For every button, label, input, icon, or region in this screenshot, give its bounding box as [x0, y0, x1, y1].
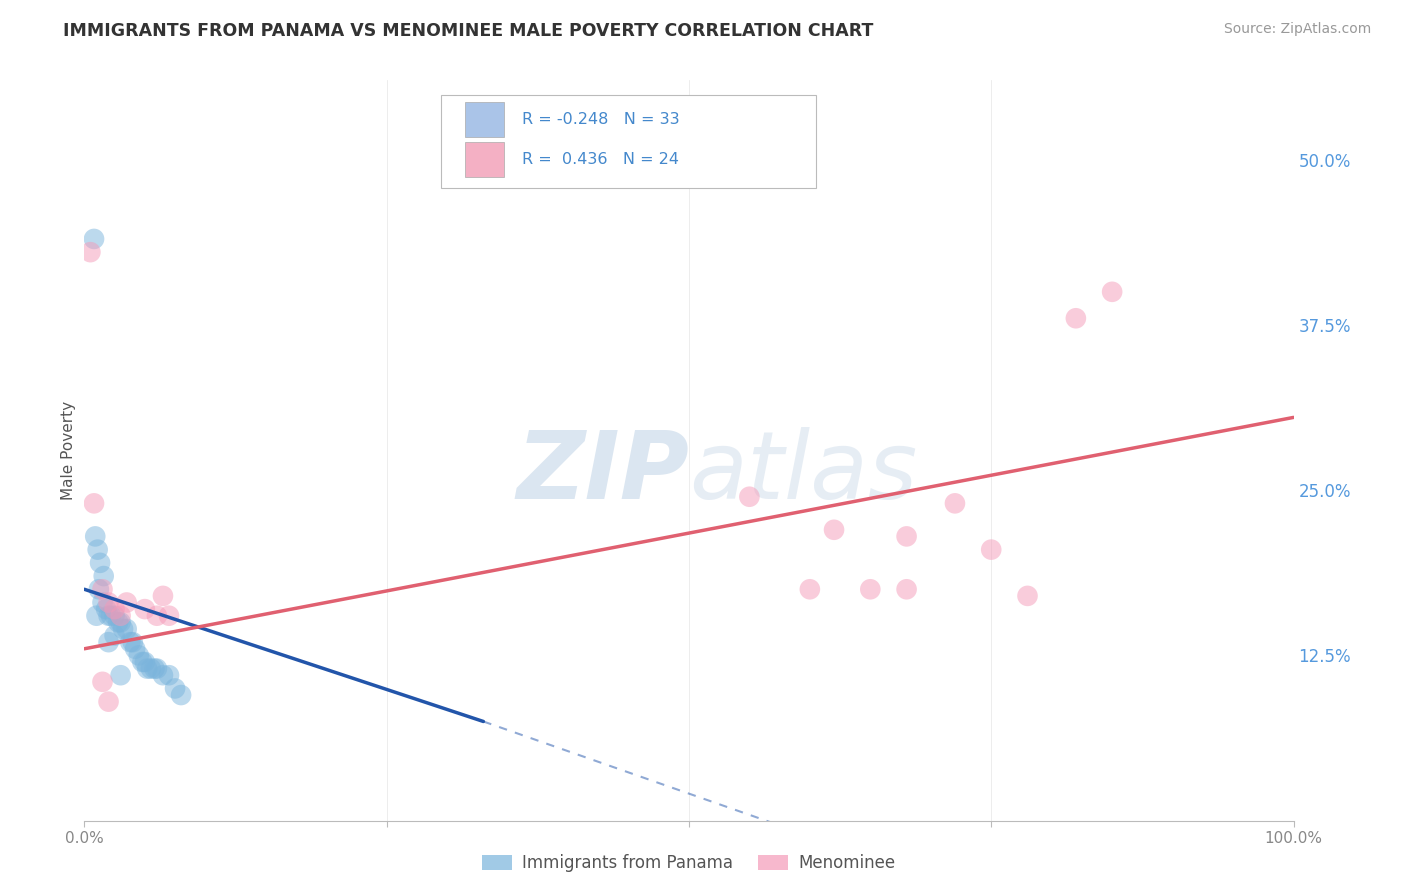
Point — [152, 589, 174, 603]
Point — [823, 523, 845, 537]
Point — [97, 595, 120, 609]
Point — [152, 668, 174, 682]
Point — [1017, 589, 1039, 603]
Point — [980, 542, 1002, 557]
Text: Source: ZipAtlas.com: Source: ZipAtlas.com — [1223, 22, 1371, 37]
Point — [104, 608, 127, 623]
Point — [157, 608, 180, 623]
Point — [120, 635, 142, 649]
Point — [97, 635, 120, 649]
Point — [1101, 285, 1123, 299]
Text: atlas: atlas — [689, 427, 917, 518]
Point — [859, 582, 882, 597]
Point — [84, 529, 107, 543]
Point — [83, 496, 105, 510]
Point — [110, 608, 132, 623]
Point — [136, 662, 159, 676]
Point — [1064, 311, 1087, 326]
Point — [146, 662, 169, 676]
Text: IMMIGRANTS FROM PANAMA VS MENOMINEE MALE POVERTY CORRELATION CHART: IMMIGRANTS FROM PANAMA VS MENOMINEE MALE… — [63, 22, 873, 40]
Point — [121, 635, 143, 649]
Point — [165, 681, 187, 696]
Point — [738, 490, 761, 504]
Point — [79, 245, 101, 260]
Point — [91, 674, 114, 689]
Point — [943, 496, 966, 510]
Point — [799, 582, 821, 597]
Point — [157, 668, 180, 682]
Point — [89, 556, 111, 570]
Legend: Immigrants from Panama, Menominee: Immigrants from Panama, Menominee — [475, 847, 903, 879]
Point — [97, 695, 120, 709]
Point — [112, 622, 135, 636]
Point — [104, 602, 127, 616]
Point — [134, 602, 156, 616]
Point — [146, 608, 169, 623]
Point — [86, 608, 108, 623]
Point — [104, 628, 127, 642]
Point — [93, 569, 115, 583]
Point — [110, 615, 132, 630]
Point — [91, 582, 114, 597]
FancyBboxPatch shape — [465, 142, 503, 178]
Point — [128, 648, 150, 663]
FancyBboxPatch shape — [465, 102, 503, 137]
Point — [107, 615, 129, 630]
Point — [87, 582, 110, 597]
Point — [100, 608, 122, 623]
Point — [115, 622, 138, 636]
Text: R = -0.248   N = 33: R = -0.248 N = 33 — [522, 112, 679, 127]
FancyBboxPatch shape — [441, 95, 815, 187]
Point — [110, 668, 132, 682]
Point — [115, 595, 138, 609]
Text: ZIP: ZIP — [516, 426, 689, 518]
Y-axis label: Male Poverty: Male Poverty — [60, 401, 76, 500]
Point — [94, 602, 117, 616]
Point — [83, 232, 105, 246]
Point — [86, 542, 108, 557]
Point — [134, 655, 156, 669]
Text: R =  0.436   N = 24: R = 0.436 N = 24 — [522, 152, 679, 167]
Point — [170, 688, 193, 702]
Point — [896, 529, 918, 543]
Point — [97, 608, 120, 623]
Point — [131, 655, 153, 669]
Point — [143, 662, 166, 676]
Point — [896, 582, 918, 597]
Point — [139, 662, 162, 676]
Point — [91, 595, 114, 609]
Point — [124, 641, 146, 656]
